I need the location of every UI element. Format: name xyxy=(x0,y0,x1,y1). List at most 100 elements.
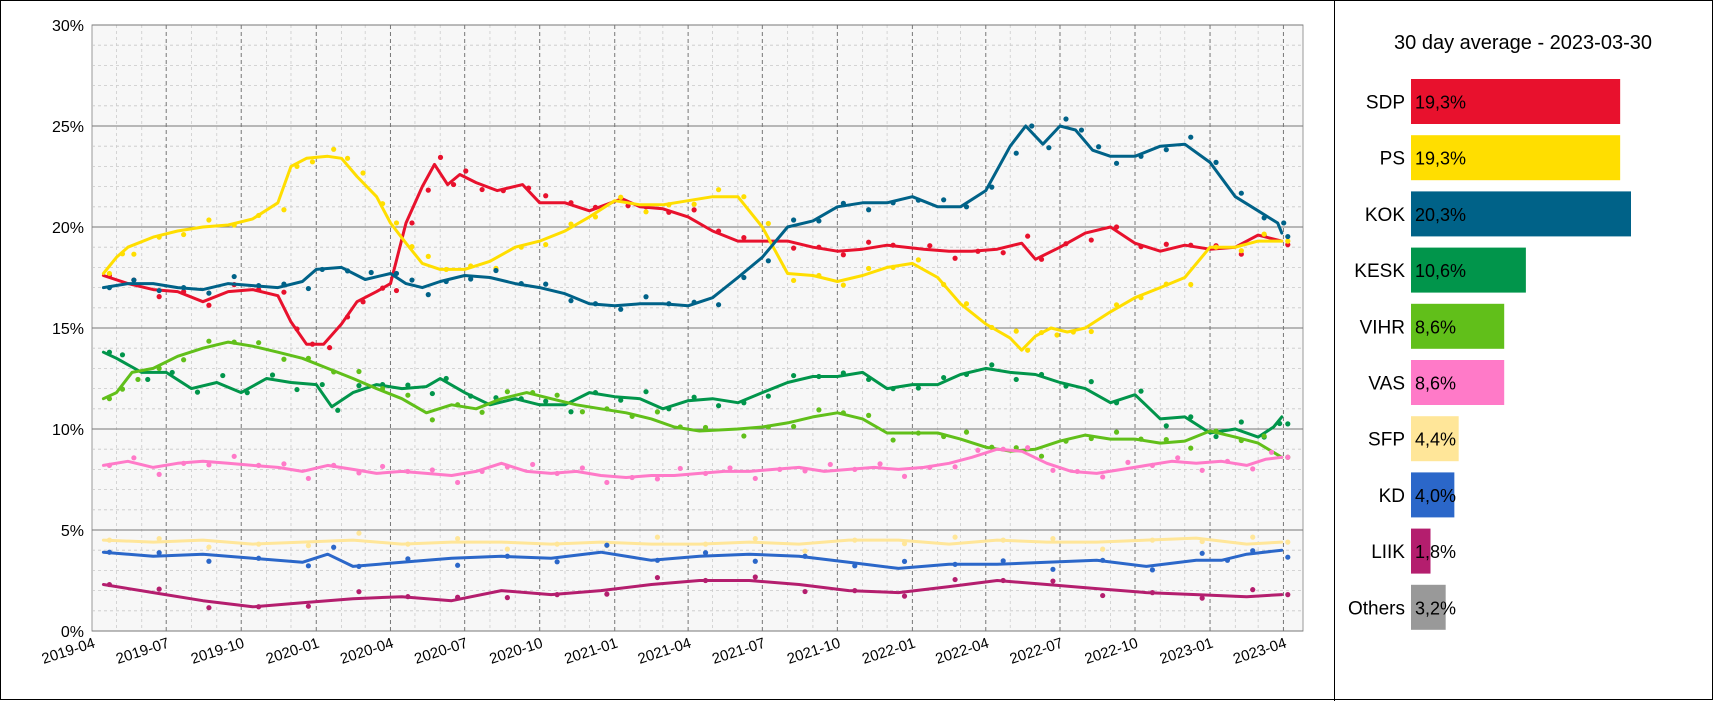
data-point xyxy=(360,170,366,176)
data-point xyxy=(1125,459,1131,465)
x-tick-label: 2019-07 xyxy=(114,635,172,668)
data-point xyxy=(915,385,921,391)
data-point xyxy=(1096,144,1102,150)
data-point xyxy=(1088,328,1094,335)
data-point xyxy=(1285,539,1291,545)
data-point xyxy=(356,383,362,389)
data-point xyxy=(405,392,411,398)
data-point xyxy=(479,186,485,193)
data-point xyxy=(1063,116,1069,122)
bar-category-label: LIIK xyxy=(1371,542,1405,563)
data-point xyxy=(952,534,958,540)
data-point xyxy=(1050,578,1056,584)
data-point xyxy=(206,290,212,296)
data-point xyxy=(1000,558,1006,564)
data-point xyxy=(1238,419,1244,425)
data-point xyxy=(741,433,747,439)
data-point xyxy=(802,588,808,595)
data-point xyxy=(654,409,661,415)
data-point xyxy=(206,338,212,344)
y-tick-label: 5% xyxy=(61,523,84,540)
data-point xyxy=(305,543,311,549)
bar-rect xyxy=(1411,584,1446,630)
bar-rect xyxy=(1411,472,1455,518)
data-point xyxy=(1054,332,1060,338)
data-point xyxy=(1088,379,1094,385)
data-point xyxy=(1238,248,1244,254)
data-point xyxy=(752,536,758,542)
data-point xyxy=(1285,454,1291,460)
data-point xyxy=(791,277,797,284)
data-point xyxy=(752,475,758,482)
data-point xyxy=(1199,467,1205,473)
data-point xyxy=(305,475,311,482)
data-point xyxy=(643,389,649,395)
data-point xyxy=(604,591,610,597)
data-point xyxy=(181,357,187,363)
data-point xyxy=(618,194,624,200)
data-point xyxy=(319,381,325,388)
data-point xyxy=(901,473,908,479)
data-point xyxy=(1199,550,1205,556)
bar-category-label: KOK xyxy=(1365,205,1405,226)
series-line xyxy=(101,154,1284,352)
data-point xyxy=(752,558,758,564)
data-point xyxy=(344,155,351,161)
bar-value-label: 8,6% xyxy=(1415,317,1456,337)
data-point xyxy=(131,455,137,461)
data-point xyxy=(691,201,697,207)
bar-rect xyxy=(1411,135,1621,181)
bar-category-label: KESK xyxy=(1354,261,1405,282)
data-point xyxy=(952,255,958,261)
data-point xyxy=(741,235,747,241)
data-point xyxy=(654,534,661,540)
data-point xyxy=(654,476,661,482)
series-vihr xyxy=(101,338,1291,460)
data-point xyxy=(409,277,415,283)
data-point xyxy=(1113,224,1120,230)
data-point xyxy=(281,461,287,467)
data-point xyxy=(335,407,341,413)
data-point xyxy=(1113,160,1120,166)
data-point xyxy=(791,423,797,430)
data-point xyxy=(1013,376,1019,383)
data-point xyxy=(543,242,549,248)
data-point xyxy=(1250,466,1256,472)
series-kd xyxy=(101,542,1291,573)
bar-rect xyxy=(1411,416,1459,462)
bar-kesk: KESK 10,6% xyxy=(1354,247,1526,293)
data-point xyxy=(1213,159,1219,165)
data-point xyxy=(741,274,747,281)
data-point xyxy=(429,467,435,473)
data-point xyxy=(1046,145,1052,151)
data-point xyxy=(425,187,431,193)
data-point xyxy=(702,424,709,431)
bar-rect xyxy=(1411,303,1505,349)
data-point xyxy=(1163,241,1169,247)
series-vas xyxy=(101,445,1291,486)
x-tick-label: 2021-10 xyxy=(785,635,843,668)
series-liik xyxy=(101,574,1291,611)
data-point xyxy=(1025,347,1031,353)
bar-value-label: 3,2% xyxy=(1415,598,1456,618)
data-point xyxy=(145,376,151,383)
data-point xyxy=(941,374,947,381)
data-point xyxy=(1285,238,1291,244)
data-point xyxy=(1013,328,1019,334)
data-point xyxy=(604,479,610,486)
data-point xyxy=(952,576,958,583)
series-ps xyxy=(101,146,1291,353)
data-point xyxy=(220,372,226,379)
y-tick-label: 0% xyxy=(61,624,84,641)
data-point xyxy=(1188,445,1194,451)
data-point xyxy=(989,184,995,190)
data-point xyxy=(1163,423,1169,429)
data-point xyxy=(1138,388,1144,394)
data-point xyxy=(135,376,141,383)
data-point xyxy=(715,302,722,308)
bar-rect xyxy=(1411,247,1526,293)
bar-vihr: VIHR 8,6% xyxy=(1360,303,1505,349)
data-point xyxy=(156,536,162,542)
x-tick-label: 2022-01 xyxy=(860,635,918,668)
